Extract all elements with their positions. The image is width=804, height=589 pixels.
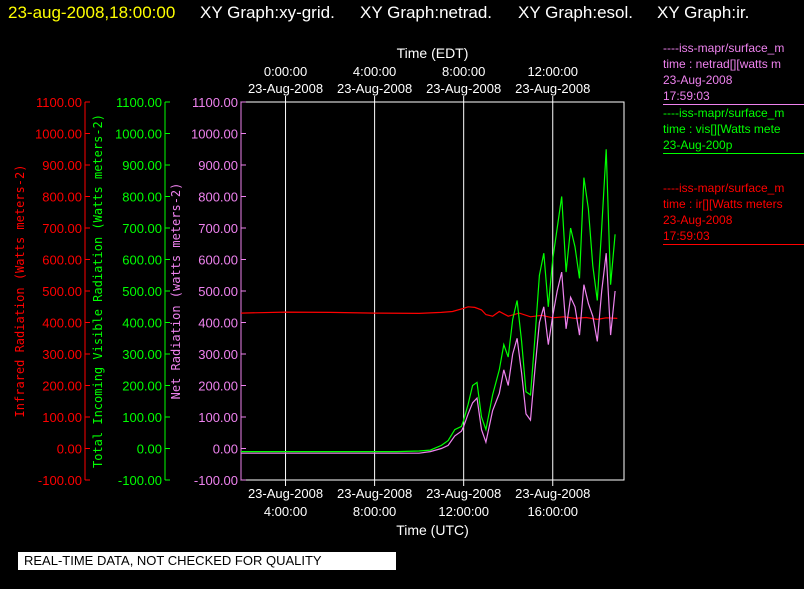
y-tick-label: 200.00 [198, 379, 238, 394]
legend-line: 23-Aug-2008 [663, 213, 733, 227]
x-tick-label: 8:00:00 [353, 504, 396, 519]
y-tick-label: 800.00 [198, 190, 238, 205]
y-tick-label: 400.00 [42, 316, 82, 331]
legend-source: ----iss-mapr/surface_m [663, 106, 785, 120]
x-tick-label: 23-Aug-2008 [337, 486, 412, 501]
y-tick-label: 900.00 [122, 158, 162, 173]
y-tick-label: -100.00 [118, 473, 162, 488]
y-tick-label: 1100.00 [192, 95, 238, 110]
y-tick-label: 300.00 [122, 347, 162, 362]
y-tick-label: 100.00 [122, 410, 162, 425]
legend-divider [663, 153, 804, 154]
y-axis-title: Net Radiation (watts meters-2) [169, 183, 183, 400]
plot-frame [240, 101, 625, 481]
tab-netrad[interactable]: XY Graph:netrad. [360, 3, 492, 22]
series-line-0 [240, 306, 618, 321]
legend-source: ----iss-mapr/surface_m [663, 41, 785, 55]
y-tick-label: 400.00 [198, 316, 238, 331]
tab-xy-grid[interactable]: XY Graph:xy-grid. [200, 3, 335, 22]
tab-esol[interactable]: XY Graph:esol. [518, 3, 633, 22]
y-axis-title: Infrared Radiation (Watts meters-2) [13, 165, 27, 418]
y-tick-label: 1000.00 [191, 127, 238, 142]
y-tick-label: 0.00 [137, 442, 162, 457]
window-header: 23-aug-2008,18:00:00 XY Graph:xy-grid. X… [0, 0, 804, 28]
y-tick-label: 800.00 [42, 190, 82, 205]
series-line-1 [241, 149, 616, 453]
x-top-tick-label: 23-Aug-2008 [426, 81, 501, 96]
y-tick-label: 900.00 [198, 158, 238, 173]
legend-line: 17:59:03 [663, 229, 710, 243]
x-tick-label: 23-Aug-2008 [248, 486, 323, 501]
legend-line: time : ir[][Watts meters [663, 197, 783, 211]
x-tick-label: 12:00:00 [438, 504, 489, 519]
y-tick-label: 500.00 [198, 284, 238, 299]
y-tick-label: 400.00 [122, 316, 162, 331]
x-top-tick-label: 8:00:00 [442, 64, 485, 79]
x-bottom-axis-title: Time (UTC) [396, 522, 469, 538]
legend-divider [663, 244, 804, 245]
y-tick-label: 600.00 [198, 253, 238, 268]
x-top-axis-title: Time (EDT) [397, 45, 469, 61]
x-tick-label: 23-Aug-2008 [515, 486, 590, 501]
tab-ir[interactable]: XY Graph:ir. [657, 3, 750, 22]
y-tick-label: 0.00 [213, 442, 238, 457]
series-line-2 [241, 253, 616, 454]
quality-notice: REAL-TIME DATA, NOT CHECKED FOR QUALITY [18, 552, 396, 570]
legend-source: ----iss-mapr/surface_m [663, 181, 785, 195]
y-tick-label: 0.00 [57, 442, 82, 457]
y-tick-label: 300.00 [42, 347, 82, 362]
x-top-tick-label: 23-Aug-2008 [337, 81, 412, 96]
legend-line: 23-Aug-200p [663, 138, 733, 152]
x-top-tick-label: 4:00:00 [353, 64, 396, 79]
y-tick-label: 100.00 [198, 410, 238, 425]
x-top-tick-label: 23-Aug-2008 [515, 81, 590, 96]
y-axis-title: Total Incoming Visible Radiation (Watts … [91, 114, 105, 468]
y-tick-label: 1100.00 [36, 95, 82, 110]
y-tick-label: 900.00 [42, 158, 82, 173]
legend-line: time : vis[][Watts mete [663, 122, 781, 136]
x-tick-label: 23-Aug-2008 [426, 486, 501, 501]
y-tick-label: 500.00 [42, 284, 82, 299]
y-tick-label: -100.00 [38, 473, 82, 488]
y-tick-label: 700.00 [42, 221, 82, 236]
y-tick-label: 1000.00 [115, 127, 162, 142]
x-tick-label: 16:00:00 [527, 504, 578, 519]
legend-line: time : netrad[][watts m [663, 57, 782, 71]
y-tick-label: 200.00 [42, 379, 82, 394]
y-tick-label: -100.00 [194, 473, 238, 488]
timestamp-label: 23-aug-2008,18:00:00 [8, 3, 176, 22]
x-top-tick-label: 0:00:00 [264, 64, 307, 79]
x-top-tick-label: 12:00:00 [527, 64, 578, 79]
legend-divider [663, 104, 804, 105]
y-tick-label: 500.00 [122, 284, 162, 299]
legend-line: 23-Aug-2008 [663, 73, 733, 87]
y-tick-label: 300.00 [198, 347, 238, 362]
y-tick-label: 600.00 [122, 253, 162, 268]
x-tick-label: 4:00:00 [264, 504, 307, 519]
y-tick-label: 1000.00 [35, 127, 82, 142]
y-tick-label: 100.00 [42, 410, 82, 425]
y-tick-label: 800.00 [122, 190, 162, 205]
y-tick-label: 600.00 [42, 253, 82, 268]
y-tick-label: 200.00 [122, 379, 162, 394]
legend-line: 17:59:03 [663, 89, 710, 103]
y-tick-label: 700.00 [122, 221, 162, 236]
x-top-tick-label: 23-Aug-2008 [248, 81, 323, 96]
y-tick-label: 700.00 [198, 221, 238, 236]
y-tick-label: 1100.00 [116, 95, 162, 110]
